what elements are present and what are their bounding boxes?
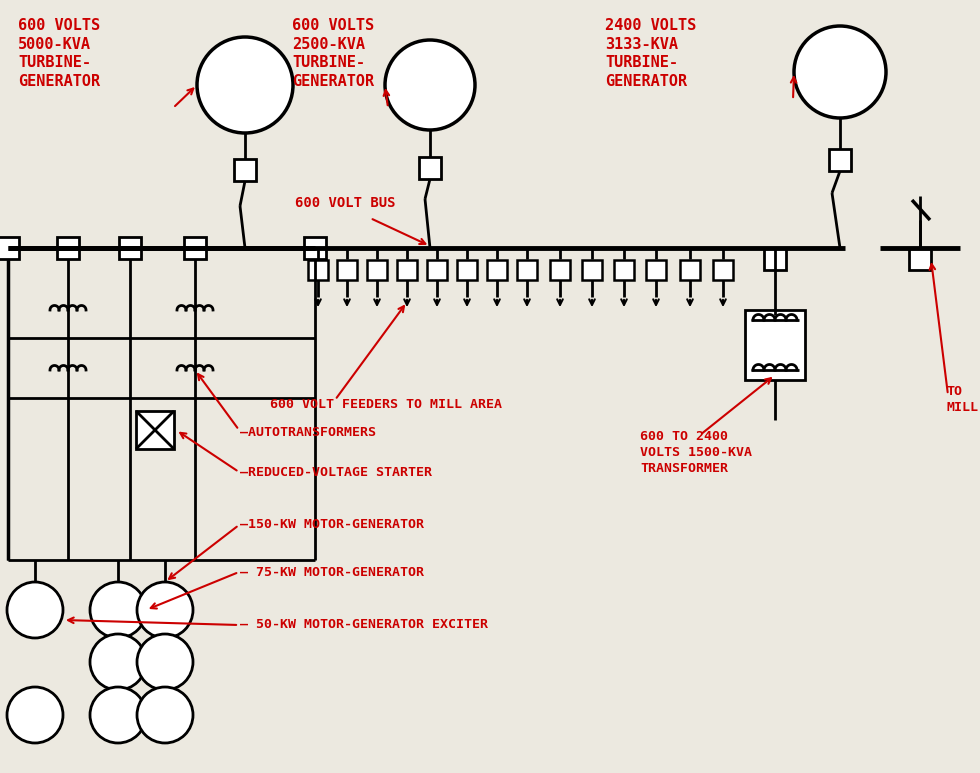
Bar bbox=[713, 260, 733, 280]
Text: 600 VOLTS
5000-KVA
TURBINE-
GENERATOR: 600 VOLTS 5000-KVA TURBINE- GENERATOR bbox=[18, 18, 100, 89]
Bar bbox=[419, 157, 441, 179]
Text: — 75-KW MOTOR-GENERATOR: — 75-KW MOTOR-GENERATOR bbox=[240, 566, 424, 578]
Bar bbox=[550, 260, 570, 280]
Circle shape bbox=[137, 634, 193, 690]
Bar bbox=[614, 260, 634, 280]
Text: 600 VOLT FEEDERS TO MILL AREA: 600 VOLT FEEDERS TO MILL AREA bbox=[270, 399, 502, 411]
Text: 2400 VOLTS
3133-KVA
TURBINE-
GENERATOR: 2400 VOLTS 3133-KVA TURBINE- GENERATOR bbox=[605, 18, 696, 89]
Text: 600 VOLT BUS: 600 VOLT BUS bbox=[295, 196, 396, 210]
Circle shape bbox=[197, 37, 293, 133]
Text: — 50-KW MOTOR-GENERATOR EXCITER: — 50-KW MOTOR-GENERATOR EXCITER bbox=[240, 618, 488, 632]
Bar bbox=[680, 260, 700, 280]
Text: —AUTOTRANSFORMERS: —AUTOTRANSFORMERS bbox=[240, 425, 376, 438]
Circle shape bbox=[794, 26, 886, 118]
Bar bbox=[0, 237, 19, 259]
Bar bbox=[487, 260, 507, 280]
Circle shape bbox=[385, 40, 475, 130]
Text: —REDUCED-VOLTAGE STARTER: —REDUCED-VOLTAGE STARTER bbox=[240, 465, 432, 478]
Bar bbox=[57, 237, 79, 259]
Circle shape bbox=[7, 687, 63, 743]
Circle shape bbox=[90, 687, 146, 743]
Text: 600 VOLTS
2500-KVA
TURBINE-
GENERATOR: 600 VOLTS 2500-KVA TURBINE- GENERATOR bbox=[292, 18, 374, 89]
Circle shape bbox=[7, 582, 63, 638]
Bar bbox=[136, 411, 174, 449]
Bar bbox=[119, 237, 141, 259]
Bar bbox=[745, 310, 805, 380]
Bar bbox=[427, 260, 447, 280]
Bar bbox=[337, 260, 357, 280]
Bar bbox=[582, 260, 602, 280]
Bar bbox=[909, 248, 931, 270]
Bar bbox=[764, 248, 786, 270]
Circle shape bbox=[90, 634, 146, 690]
Bar bbox=[308, 260, 328, 280]
Bar bbox=[457, 260, 477, 280]
Bar bbox=[646, 260, 666, 280]
Bar bbox=[397, 260, 417, 280]
Bar bbox=[234, 159, 256, 181]
Circle shape bbox=[90, 582, 146, 638]
Bar bbox=[517, 260, 537, 280]
Bar bbox=[829, 149, 851, 171]
Bar bbox=[184, 237, 206, 259]
Text: —150-KW MOTOR-GENERATOR: —150-KW MOTOR-GENERATOR bbox=[240, 519, 424, 532]
Circle shape bbox=[137, 582, 193, 638]
Circle shape bbox=[137, 687, 193, 743]
Text: TO
MILL: TO MILL bbox=[946, 385, 978, 414]
Bar bbox=[367, 260, 387, 280]
Bar bbox=[304, 237, 326, 259]
Text: 600 TO 2400
VOLTS 1500-KVA
TRANSFORMER: 600 TO 2400 VOLTS 1500-KVA TRANSFORMER bbox=[640, 430, 752, 475]
